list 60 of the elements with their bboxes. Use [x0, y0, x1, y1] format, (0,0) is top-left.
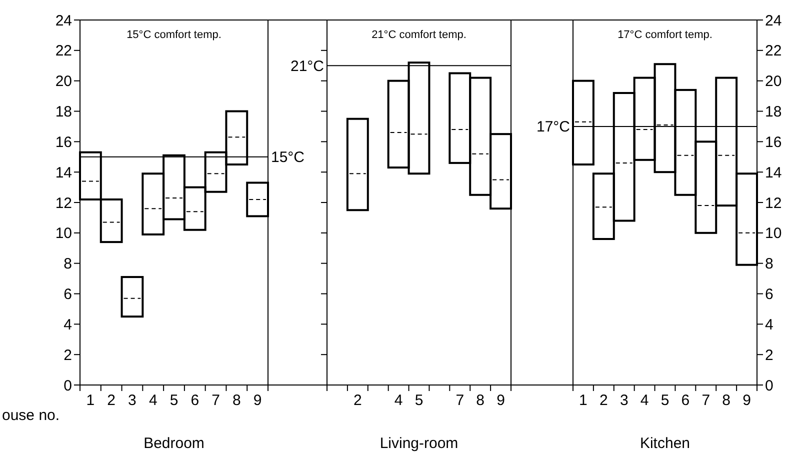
- y2-tick-label: 20: [765, 73, 782, 90]
- y2-tick-label: 4: [765, 316, 774, 334]
- x-tick-label: 7: [456, 392, 464, 409]
- x-tick-label: 2: [353, 392, 362, 409]
- y-tick-label: 8: [64, 256, 72, 273]
- y-tick-label: 18: [55, 104, 72, 120]
- y2-tick-label: 14: [765, 164, 782, 182]
- y-tick-label: 22: [55, 42, 72, 60]
- x-tick-label: 7: [212, 392, 220, 409]
- y2-tick-label: 22: [765, 42, 782, 60]
- x-tick-label: 9: [496, 392, 505, 409]
- y-tick-label: 20: [55, 73, 72, 90]
- y2-tick-label: 10: [765, 225, 782, 242]
- x-tick-label: 7: [702, 392, 710, 409]
- x-tick-label: 6: [190, 392, 200, 409]
- y-tick-label: 2: [64, 346, 72, 364]
- x-tick-label: 2: [107, 392, 116, 409]
- x-tick-label: 2: [599, 392, 608, 409]
- y-tick-label: 4: [64, 316, 72, 334]
- y-tick-label: 14: [55, 164, 72, 182]
- y2-tick-label: 6: [765, 286, 774, 303]
- y-tick-label: 12: [55, 194, 72, 212]
- x-tick-label: 5: [660, 392, 670, 409]
- x-tick-label: 9: [253, 392, 262, 409]
- y-tick-label: 0: [64, 377, 72, 394]
- text: 15°C comfort temp.: [126, 29, 222, 41]
- x-tick-label: 6: [681, 392, 690, 409]
- y2-tick-label: 24: [765, 12, 782, 30]
- x-tick-label: 3: [128, 392, 136, 409]
- x-tick-label: 8: [722, 392, 731, 409]
- text: 17°C comfort temp.: [618, 29, 712, 41]
- x-tick-label: 5: [414, 392, 424, 409]
- x-tick-label: 8: [476, 392, 485, 409]
- y2-tick-label: 18: [765, 104, 782, 120]
- ref-line-label: 17°C: [536, 118, 570, 136]
- y2-tick-label: 2: [765, 346, 774, 364]
- x-tick-label: 5: [170, 392, 178, 409]
- ref-line-label: 15°C: [271, 149, 305, 166]
- y-tick-label: 10: [55, 225, 72, 242]
- x-tick-label: 1: [579, 392, 588, 409]
- x-tick-label: 8: [232, 392, 241, 409]
- y-tick-label: 16: [55, 134, 72, 151]
- y2-tick-label: 8: [765, 256, 774, 273]
- x-tick-label: 3: [620, 392, 628, 409]
- y2-tick-label: 0: [765, 377, 774, 394]
- x-tick-label: 4: [640, 392, 649, 409]
- x-axis-title: Kitchen: [640, 435, 690, 452]
- y2-tick-label: 16: [765, 134, 782, 151]
- text: 21°C comfort temp.: [372, 29, 466, 41]
- y2-tick-label: 12: [765, 194, 782, 212]
- x-tick-label: 1: [86, 392, 95, 409]
- y-tick-label: 24: [55, 12, 72, 30]
- ref-line-label: 21°C: [290, 58, 324, 75]
- x-tick-label: 4: [148, 392, 158, 409]
- x-axis-title: Living-room: [380, 435, 458, 452]
- x-tick-label: 4: [394, 392, 403, 409]
- text: ouse no.: [2, 407, 60, 424]
- x-axis-title: Bedroom: [144, 435, 204, 452]
- x-tick-label: 9: [742, 392, 751, 409]
- y-tick-label: 6: [64, 286, 72, 303]
